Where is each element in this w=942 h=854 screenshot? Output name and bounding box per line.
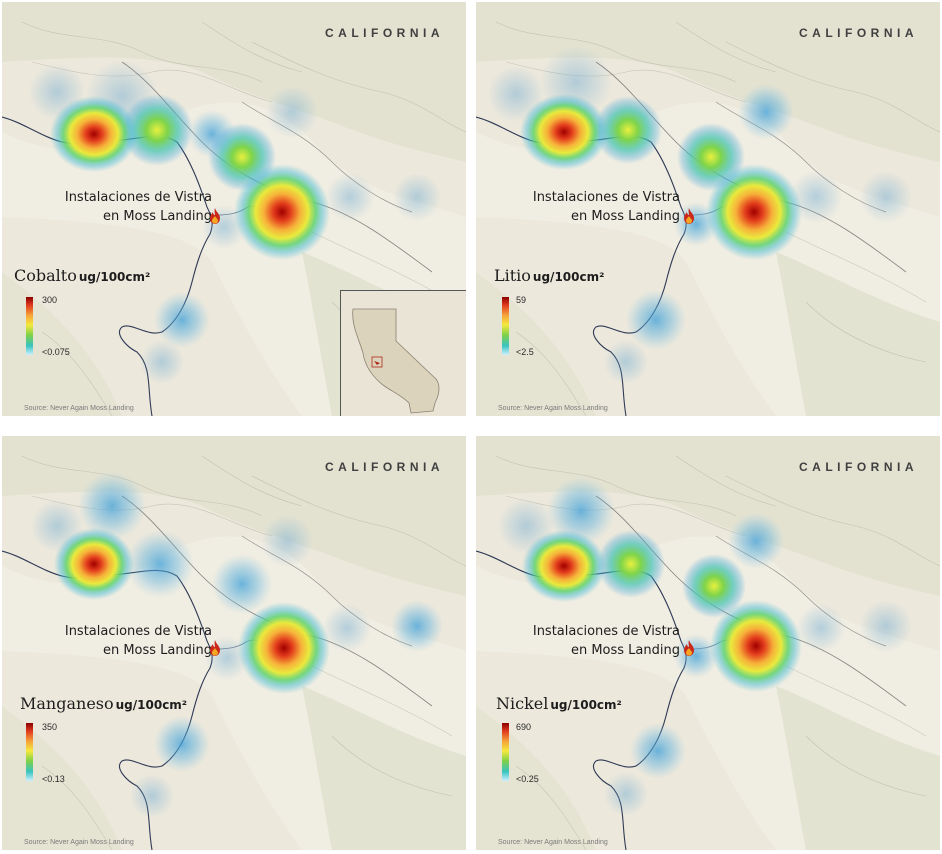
legend-min-value: <0.13 <box>42 774 65 784</box>
site-label-line2: en Moss Landing <box>102 209 212 224</box>
source-label: Source: Never Again Moss Landing <box>498 839 608 846</box>
map-panel-cobalto: CALIFORNIA Instalaciones de Vistra en Mo… <box>2 2 466 416</box>
legend-max-value: 350 <box>42 722 58 732</box>
unit-label: ug/100cm² <box>532 270 605 284</box>
map-panel-manganeso: CALIFORNIA Instalaciones de Vistra en Mo… <box>2 436 466 850</box>
fire-icon <box>210 208 220 224</box>
site-label-line2: en Moss Landing <box>570 209 680 224</box>
site-label-line2: en Moss Landing <box>570 643 680 658</box>
unit-label: ug/100cm² <box>550 698 622 712</box>
site-label: Instalaciones de Vistra en Moss Landing <box>12 188 212 226</box>
legend-color-bar <box>502 297 509 355</box>
map-panel-litio: CALIFORNIA Instalaciones de Vistra en Mo… <box>476 2 940 416</box>
fire-icon <box>684 208 694 224</box>
source-label: Source: Never Again Moss Landing <box>498 405 608 412</box>
site-label-line1: Instalaciones de Vistra <box>532 624 680 639</box>
metal-name: Cobalto <box>14 266 77 285</box>
legend-color-bar <box>502 723 509 781</box>
legend-min-value: <2.5 <box>516 347 534 357</box>
legend-min-value: <0.25 <box>516 774 539 784</box>
site-label-line1: Instalaciones de Vistra <box>532 190 680 205</box>
state-label: CALIFORNIA <box>325 26 444 40</box>
legend-title: Manganeso ug/100cm² <box>20 694 187 713</box>
state-label: CALIFORNIA <box>325 460 444 474</box>
legend-max-value: 300 <box>42 295 58 305</box>
state-label: CALIFORNIA <box>799 460 918 474</box>
basemap <box>2 436 466 850</box>
site-label: Instalaciones de Vistra en Moss Landing <box>480 188 680 226</box>
legend-color-bar <box>26 297 33 355</box>
legend-max-value: 690 <box>516 722 532 732</box>
metal-name: Nickel <box>496 694 549 713</box>
metal-name: Manganeso <box>20 694 114 713</box>
legend-min-value: <0.075 <box>42 347 70 357</box>
basemap <box>476 2 940 416</box>
fire-icon <box>684 640 694 656</box>
fire-icon <box>210 640 220 656</box>
legend-max-value: 59 <box>516 295 527 305</box>
site-label-line2: en Moss Landing <box>102 643 212 658</box>
site-label: Instalaciones de Vistra en Moss Landing <box>480 622 680 660</box>
legend-title: Nickel ug/100cm² <box>496 694 622 713</box>
metal-name: Litio <box>494 266 531 285</box>
unit-label: ug/100cm² <box>78 270 151 284</box>
site-label: Instalaciones de Vistra en Moss Landing <box>12 622 212 660</box>
legend-title: Cobalto ug/100cm² <box>14 266 150 285</box>
unit-label: ug/100cm² <box>115 698 188 712</box>
site-label-line1: Instalaciones de Vistra <box>64 190 212 205</box>
map-panel-nickel: CALIFORNIA Instalaciones de Vistra en Mo… <box>476 436 940 850</box>
california-inset-map <box>340 290 466 416</box>
legend-title: Litio ug/100cm² <box>494 266 604 285</box>
california-outline <box>341 291 466 416</box>
state-label: CALIFORNIA <box>799 26 918 40</box>
source-label: Source: Never Again Moss Landing <box>24 405 134 412</box>
source-label: Source: Never Again Moss Landing <box>24 839 134 846</box>
site-label-line1: Instalaciones de Vistra <box>64 624 212 639</box>
legend-color-bar <box>26 723 33 781</box>
